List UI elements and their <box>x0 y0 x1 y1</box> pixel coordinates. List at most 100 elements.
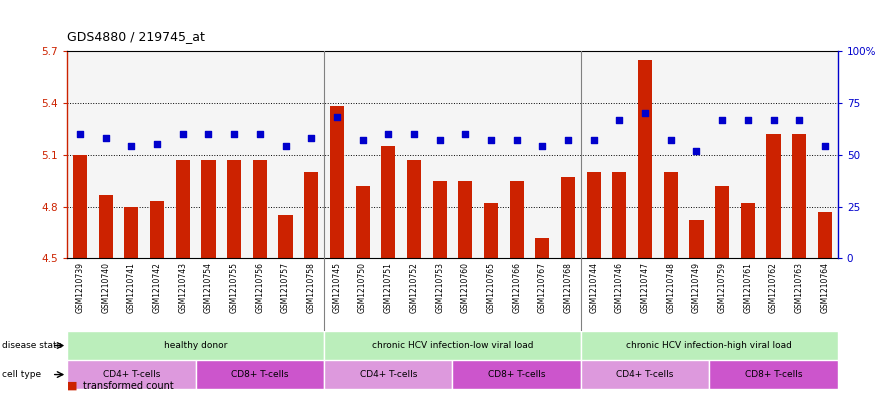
Text: disease state: disease state <box>2 341 62 350</box>
Text: GSM1210742: GSM1210742 <box>152 262 161 313</box>
Point <box>587 137 601 143</box>
Point <box>766 116 780 123</box>
Text: healthy donor: healthy donor <box>164 341 228 350</box>
Text: CD8+ T-cells: CD8+ T-cells <box>488 370 546 379</box>
Point <box>176 131 190 137</box>
Text: GSM1210747: GSM1210747 <box>641 262 650 313</box>
Point <box>715 116 729 123</box>
Text: ■: ■ <box>67 381 78 391</box>
Text: GSM1210740: GSM1210740 <box>101 262 110 313</box>
Point <box>458 131 472 137</box>
Bar <box>458 181 472 259</box>
Bar <box>176 160 190 259</box>
Bar <box>253 160 267 259</box>
Bar <box>587 172 601 259</box>
Point <box>433 137 447 143</box>
Text: GSM1210761: GSM1210761 <box>744 262 753 313</box>
Text: GSM1210743: GSM1210743 <box>178 262 187 313</box>
Bar <box>67 360 195 389</box>
Point <box>664 137 678 143</box>
Text: GSM1210748: GSM1210748 <box>667 262 676 313</box>
Bar <box>67 331 324 360</box>
Point <box>689 147 703 154</box>
Bar <box>484 203 498 259</box>
Bar <box>510 181 524 259</box>
Text: GSM1210763: GSM1210763 <box>795 262 804 313</box>
Text: transformed count: transformed count <box>83 381 174 391</box>
Bar <box>561 177 575 259</box>
Point <box>99 135 113 141</box>
Bar <box>612 172 626 259</box>
Bar <box>452 360 581 389</box>
Bar <box>330 107 344 259</box>
Text: GSM1210758: GSM1210758 <box>306 262 315 313</box>
Text: GSM1210768: GSM1210768 <box>564 262 573 313</box>
Point <box>125 143 139 150</box>
Text: GSM1210760: GSM1210760 <box>461 262 470 313</box>
Bar <box>73 155 87 259</box>
Point <box>407 131 421 137</box>
Bar <box>99 195 113 259</box>
Text: GSM1210746: GSM1210746 <box>615 262 624 313</box>
Bar <box>741 203 755 259</box>
Point <box>202 131 216 137</box>
Point <box>510 137 524 143</box>
Bar <box>715 186 729 259</box>
Bar <box>818 212 832 259</box>
Text: CD8+ T-cells: CD8+ T-cells <box>231 370 289 379</box>
Bar <box>766 134 780 259</box>
Bar <box>125 207 139 259</box>
Point <box>330 114 344 121</box>
Text: GSM1210764: GSM1210764 <box>821 262 830 313</box>
Text: GSM1210751: GSM1210751 <box>383 262 392 313</box>
Bar <box>202 160 216 259</box>
Point <box>612 116 626 123</box>
Bar <box>356 186 370 259</box>
Text: chronic HCV infection-low viral load: chronic HCV infection-low viral load <box>372 341 533 350</box>
Text: CD4+ T-cells: CD4+ T-cells <box>359 370 417 379</box>
Text: GDS4880 / 219745_at: GDS4880 / 219745_at <box>67 30 205 43</box>
Point <box>304 135 318 141</box>
Text: CD4+ T-cells: CD4+ T-cells <box>616 370 674 379</box>
Point <box>73 131 87 137</box>
Point <box>792 116 806 123</box>
Text: chronic HCV infection-high viral load: chronic HCV infection-high viral load <box>626 341 792 350</box>
Point <box>227 131 241 137</box>
Point <box>818 143 832 150</box>
Text: CD8+ T-cells: CD8+ T-cells <box>745 370 802 379</box>
Bar <box>150 202 164 259</box>
Text: GSM1210750: GSM1210750 <box>358 262 367 313</box>
Text: GSM1210755: GSM1210755 <box>229 262 238 313</box>
Point <box>561 137 575 143</box>
Text: GSM1210753: GSM1210753 <box>435 262 444 313</box>
Text: GSM1210739: GSM1210739 <box>75 262 84 313</box>
Text: GSM1210745: GSM1210745 <box>332 262 341 313</box>
Point <box>279 143 293 150</box>
Bar <box>195 360 324 389</box>
Point <box>253 131 267 137</box>
Text: CD4+ T-cells: CD4+ T-cells <box>103 370 160 379</box>
Text: GSM1210752: GSM1210752 <box>409 262 418 313</box>
Bar <box>227 160 241 259</box>
Point <box>535 143 549 150</box>
Bar <box>304 172 318 259</box>
Point <box>638 110 652 116</box>
Bar <box>535 238 549 259</box>
Bar <box>407 160 421 259</box>
Text: GSM1210765: GSM1210765 <box>487 262 495 313</box>
Bar <box>792 134 806 259</box>
Text: GSM1210767: GSM1210767 <box>538 262 547 313</box>
Text: GSM1210754: GSM1210754 <box>204 262 213 313</box>
Text: GSM1210759: GSM1210759 <box>718 262 727 313</box>
Text: cell type: cell type <box>2 370 41 379</box>
Bar <box>324 331 581 360</box>
Bar <box>581 331 838 360</box>
Point <box>484 137 498 143</box>
Bar <box>710 360 838 389</box>
Bar <box>324 360 452 389</box>
Point <box>381 131 395 137</box>
Bar <box>433 181 447 259</box>
Text: GSM1210741: GSM1210741 <box>127 262 136 313</box>
Text: GSM1210766: GSM1210766 <box>513 262 521 313</box>
Point <box>741 116 755 123</box>
